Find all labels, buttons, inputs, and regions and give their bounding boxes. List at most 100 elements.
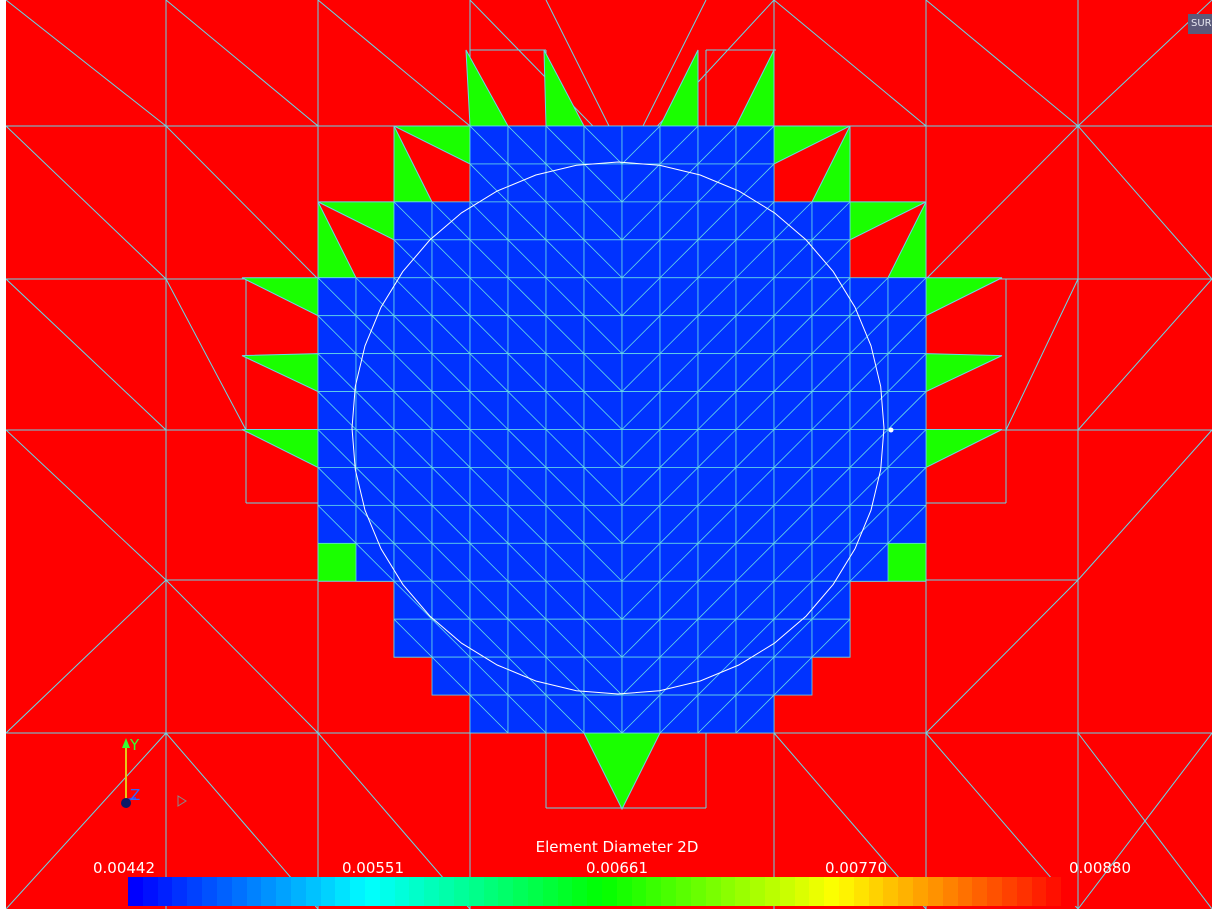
- fine-element-diagonal: [583, 580, 623, 620]
- fine-element-diagonal: [621, 505, 661, 544]
- colorbar-swatch: [142, 877, 158, 906]
- fine-element-diagonal: [469, 580, 509, 620]
- legend-tick-label: 0.00442: [92, 859, 156, 877]
- fine-element-diagonal: [887, 391, 927, 430]
- fine-element-diagonal: [393, 467, 433, 506]
- transition-element: [925, 277, 1003, 317]
- fine-element-diagonal: [507, 353, 547, 392]
- colorbar-swatch: [616, 877, 632, 906]
- colorbar-swatch: [942, 877, 958, 906]
- fine-element-diagonal: [583, 201, 623, 241]
- fine-element-diagonal: [697, 163, 737, 203]
- coarse-mesh-edge: [1005, 278, 1079, 431]
- fine-element-diagonal: [469, 277, 509, 316]
- colorbar-swatch: [868, 877, 884, 906]
- representation-badge[interactable]: SUR: [1188, 14, 1212, 34]
- fine-element-diagonal: [659, 125, 699, 165]
- transition-element: [241, 277, 319, 317]
- transition-element: [465, 49, 509, 127]
- fine-element-diagonal: [811, 580, 851, 620]
- colorbar-swatch: [927, 877, 943, 906]
- fine-element-diagonal: [545, 239, 585, 279]
- fine-element-diagonal: [697, 125, 737, 165]
- coarse-mesh-edge: [1077, 429, 1212, 581]
- fine-element-diagonal: [507, 467, 547, 506]
- render-viewport[interactable]: SUR Y Z: [6, 0, 1212, 909]
- fine-element-diagonal: [431, 618, 471, 658]
- fine-element-diagonal: [697, 694, 737, 734]
- colorbar-swatch: [483, 877, 499, 906]
- z-axis-dot-icon: [121, 798, 131, 808]
- colorbar-swatch: [305, 877, 321, 906]
- fine-element-diagonal: [659, 505, 699, 544]
- fine-element-diagonal: [393, 429, 433, 468]
- fine-element-diagonal: [811, 277, 851, 316]
- fine-element-diagonal: [431, 315, 471, 354]
- colorbar-swatch: [883, 877, 899, 906]
- fine-element-diagonal: [697, 315, 737, 354]
- colorbar-swatch: [394, 877, 410, 906]
- fine-element-diagonal: [469, 353, 509, 392]
- colorbar-swatch: [987, 877, 1002, 906]
- transition-element: [925, 429, 1003, 469]
- colorbar-swatch: [720, 877, 736, 906]
- fine-element-diagonal: [773, 201, 813, 241]
- fine-element-diagonal: [431, 391, 471, 430]
- x-axis-arrow-icon: [177, 795, 187, 807]
- fine-element-diagonal: [431, 277, 471, 316]
- fine-element-diagonal: [469, 201, 509, 241]
- colorbar-swatch: [1001, 877, 1017, 906]
- fine-element-diagonal: [393, 391, 433, 430]
- transition-element: [659, 49, 699, 127]
- colorbar-swatch: [1031, 877, 1047, 906]
- coarse-mesh-edge: [6, 732, 167, 909]
- colorbar-swatch: [320, 877, 336, 906]
- colorbar-swatch: [824, 877, 839, 906]
- fine-element-diagonal: [621, 163, 661, 203]
- fine-element-diagonal: [621, 543, 661, 582]
- fine-element-diagonal: [355, 353, 395, 392]
- coarse-mesh-edge: [925, 125, 1079, 280]
- fine-element-diagonal: [735, 543, 775, 582]
- fine-element-diagonal: [469, 467, 509, 506]
- fine-element-diagonal: [583, 125, 623, 165]
- fine-element-diagonal: [583, 315, 623, 354]
- fine-element-diagonal: [431, 467, 471, 506]
- fine-element-diagonal: [583, 618, 623, 658]
- fine-element-diagonal: [317, 467, 357, 506]
- colorbar-swatch: [439, 877, 454, 906]
- colorbar-swatch: [187, 877, 203, 906]
- coarse-mesh-edge: [165, 278, 247, 431]
- colorbar-swatch: [646, 877, 662, 906]
- fine-element-diagonal: [583, 429, 623, 468]
- fine-element-diagonal: [393, 618, 433, 658]
- fine-element-diagonal: [507, 201, 547, 241]
- colorbar-swatch: [1046, 877, 1062, 906]
- fine-element-diagonal: [545, 694, 585, 734]
- colorbar-swatch: [661, 877, 677, 906]
- fine-element-diagonal: [659, 429, 699, 468]
- fine-element-diagonal: [317, 505, 357, 544]
- fine-element-diagonal: [849, 315, 889, 354]
- coarse-mesh-edge: [165, 0, 319, 127]
- colorbar-swatch: [676, 877, 691, 906]
- fine-element-diagonal: [887, 505, 927, 544]
- colorbar-swatch: [794, 877, 810, 906]
- fine-element-diagonal: [621, 467, 661, 506]
- fine-element-diagonal: [659, 201, 699, 241]
- fine-element-diagonal: [583, 163, 623, 203]
- coarse-mesh-edge: [165, 125, 319, 280]
- fine-element-diagonal: [355, 391, 395, 430]
- fine-element-diagonal: [545, 543, 585, 582]
- fine-element-diagonal: [773, 277, 813, 316]
- fine-element-diagonal: [545, 391, 585, 430]
- fine-element-diagonal: [507, 694, 547, 734]
- fine-element-diagonal: [659, 277, 699, 316]
- fine-element-diagonal: [545, 505, 585, 544]
- fine-element-diagonal: [697, 201, 737, 241]
- fine-element-diagonal: [355, 543, 395, 582]
- fine-element-diagonal: [317, 353, 357, 392]
- fine-element-diagonal: [735, 391, 775, 430]
- fine-element-diagonal: [849, 543, 889, 582]
- interface-outline: [351, 161, 885, 695]
